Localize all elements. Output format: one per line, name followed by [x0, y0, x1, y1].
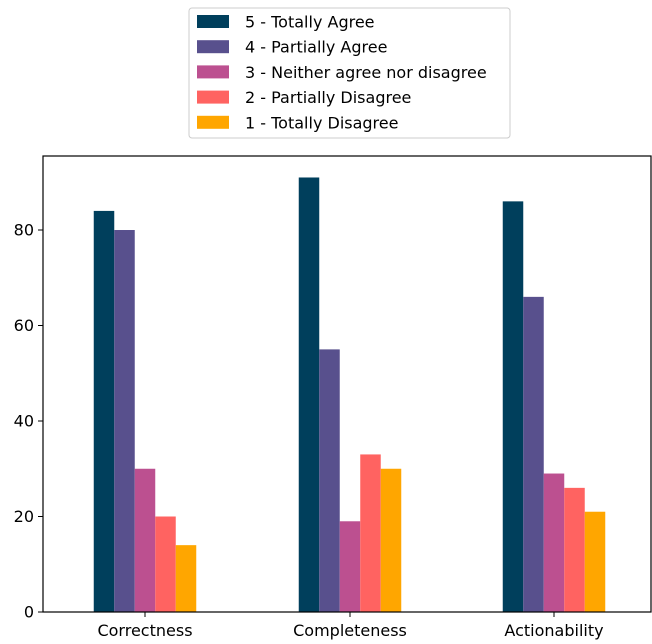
y-tick-label: 20	[14, 507, 34, 526]
bar-completeness-series-5	[381, 469, 402, 612]
y-tick-label: 80	[14, 221, 34, 240]
legend-swatch	[197, 91, 229, 104]
legend-swatch	[197, 40, 229, 53]
bar-actionability-series-3	[544, 474, 565, 612]
bar-correctness-series-3	[135, 469, 156, 612]
bar-correctness-series-4	[155, 517, 176, 612]
bar-completeness-series-4	[360, 454, 381, 612]
legend: 5 - Totally Agree 4 - Partially Agree 3 - …	[189, 8, 510, 138]
x-tick-label: Correctness	[97, 621, 192, 640]
bar-actionability-series-4	[564, 488, 585, 612]
legend-label: 1 - Totally Disagree	[245, 113, 398, 132]
bar-completeness-series-2	[319, 349, 340, 612]
y-tick-label: 40	[14, 412, 34, 431]
bar-correctness-series-2	[114, 230, 135, 612]
bar-correctness-series-1	[94, 211, 115, 612]
legend-label: 3 - Neither agree nor disagree	[245, 63, 487, 82]
bars-group	[94, 177, 606, 612]
bar-completeness-series-3	[340, 521, 361, 612]
bar-actionability-series-1	[503, 201, 524, 612]
legend-label: 5 - Totally Agree	[245, 13, 375, 32]
legend-swatch	[197, 15, 229, 28]
y-tick-label: 0	[24, 603, 34, 622]
legend-label: 4 - Partially Agree	[245, 38, 387, 57]
x-tick-label: Actionability	[504, 621, 603, 640]
legend-swatch	[197, 65, 229, 78]
bar-actionability-series-5	[585, 512, 606, 612]
legend-swatch	[197, 116, 229, 129]
legend-label: 2 - Partially Disagree	[245, 88, 411, 107]
y-tick-label: 60	[14, 316, 34, 335]
x-tick-label: Completeness	[293, 621, 407, 640]
bar-actionability-series-2	[523, 297, 544, 612]
bar-completeness-series-1	[299, 177, 320, 612]
bar-correctness-series-5	[176, 545, 197, 612]
